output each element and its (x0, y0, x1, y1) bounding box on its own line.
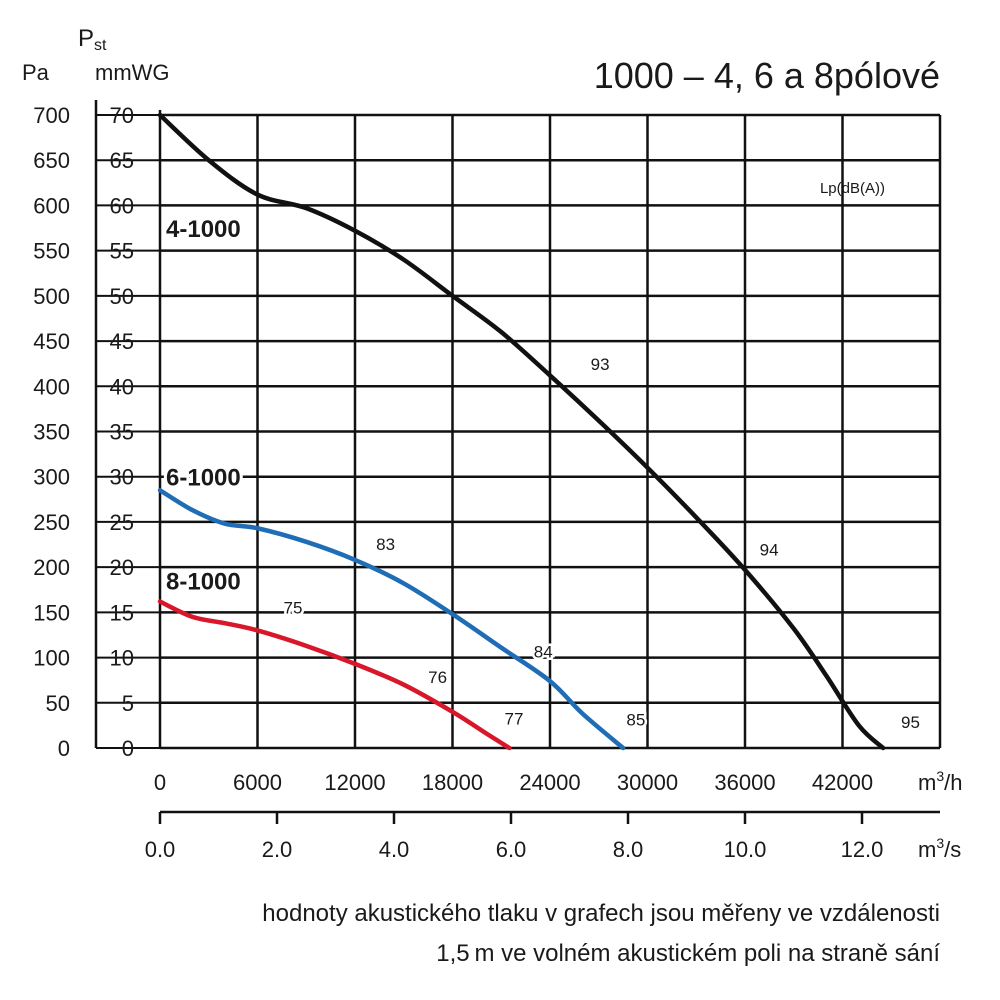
x-tick-label-m3h: 18000 (422, 770, 483, 795)
x-tick-label-m3h: 12000 (324, 770, 385, 795)
noise-level-label: 94 (760, 540, 779, 559)
x-tick-label-m3h: 6000 (233, 770, 282, 795)
x-tick-label-m3s: 10.0 (724, 837, 767, 862)
y-axis-pa-unit: Pa (22, 60, 50, 85)
y-tick-label-mmwg: 10 (110, 646, 134, 671)
noise-legend-label: Lp(dB(A)) (820, 180, 885, 197)
chart-title: 1000 – 4, 6 a 8pólové (594, 55, 940, 96)
y-tick-label-pa: 350 (33, 420, 70, 445)
noise-level-label: 84 (534, 643, 553, 662)
y-tick-label-pa: 400 (33, 374, 70, 399)
y-axis-pst-sub: st (94, 37, 107, 54)
x-tick-label-m3h: 0 (154, 770, 166, 795)
x-tick-label-m3h: 42000 (812, 770, 873, 795)
noise-level-label: 83 (376, 535, 395, 554)
y-tick-label-mmwg: 60 (110, 193, 134, 218)
noise-level-label: 75 (284, 598, 303, 617)
y-tick-label-pa: 250 (33, 510, 70, 535)
noise-level-label: 93 (591, 355, 610, 374)
y-tick-label-pa: 0 (58, 736, 70, 761)
series-line-6-1000 (157, 488, 626, 751)
y-tick-label-pa: 150 (33, 600, 70, 625)
y-tick-label-mmwg: 35 (110, 420, 134, 445)
y-tick-label-pa: 200 (33, 555, 70, 580)
x-axis-m3s-unit: m3/s (918, 835, 961, 862)
y-tick-label-mmwg: 20 (110, 555, 134, 580)
y-tick-label-mmwg: 70 (110, 103, 134, 128)
y-tick-label-pa: 650 (33, 148, 70, 173)
x-tick-label-m3s: 2.0 (262, 837, 293, 862)
y-tick-label-mmwg: 30 (110, 465, 134, 490)
y-tick-label-pa: 300 (33, 465, 70, 490)
noise-level-label: 95 (901, 713, 920, 732)
y-tick-label-pa: 100 (33, 646, 70, 671)
x-tick-label-m3s: 0.0 (145, 837, 176, 862)
noise-level-label: 76 (428, 668, 447, 687)
y-tick-label-pa: 500 (33, 284, 70, 309)
y-axis-pst-main: P (78, 25, 94, 52)
y-tick-label-mmwg: 45 (110, 329, 134, 354)
y-tick-label-pa: 700 (33, 103, 70, 128)
x-tick-label-m3s: 4.0 (379, 837, 410, 862)
x-m3h-unit-tail: /h (944, 770, 962, 795)
x-tick-label-m3s: 12.0 (841, 837, 884, 862)
y-tick-label-mmwg: 65 (110, 148, 134, 173)
noise-level-label: 77 (505, 709, 524, 728)
y-axis-mmwg-unit: mmWG (95, 60, 170, 85)
y-tick-label-pa: 450 (33, 329, 70, 354)
series-name-label: 6-1000 (166, 465, 241, 492)
x-m3h-unit-sup: 3 (936, 768, 944, 784)
y-tick-label-mmwg: 0 (122, 736, 134, 761)
y-tick-label-pa: 600 (33, 193, 70, 218)
x-m3s-unit-base: m (918, 837, 936, 862)
caption-line-1: hodnoty akustického tlaku v grafech jsou… (262, 900, 940, 927)
caption-line-2: 1,5 m ve volném akustickém poli na stran… (436, 940, 940, 967)
y-tick-label-mmwg: 5 (122, 691, 134, 716)
series-name-label: 8-1000 (166, 569, 241, 596)
y-tick-label-mmwg: 15 (110, 600, 134, 625)
x-m3h-unit-base: m (918, 770, 936, 795)
y-tick-label-mmwg: 50 (110, 284, 134, 309)
y-tick-label-mmwg: 25 (110, 510, 134, 535)
y-tick-label-pa: 550 (33, 239, 70, 264)
x-tick-label-m3s: 6.0 (496, 837, 527, 862)
noise-level-label: 85 (626, 710, 645, 729)
x-tick-label-m3s: 8.0 (613, 837, 644, 862)
x-m3s-unit-sup: 3 (936, 835, 944, 851)
x-axis-m3h-unit: m3/h (918, 768, 962, 795)
series-name-label: 4-1000 (166, 216, 241, 243)
series-line-8-1000 (157, 599, 512, 751)
x-m3s-unit-tail: /s (944, 837, 961, 862)
fan-performance-chart: 1000 – 4, 6 a 8pólové Pa Pst mmWG Lp(dB(… (22, 25, 962, 862)
x-tick-label-m3h: 30000 (617, 770, 678, 795)
y-tick-label-pa: 50 (46, 691, 70, 716)
series-line-4-1000 (157, 112, 886, 751)
y-axis-pst-label: Pst (78, 25, 107, 54)
y-tick-label-mmwg: 55 (110, 239, 134, 264)
y-tick-label-mmwg: 40 (110, 374, 134, 399)
x-tick-label-m3h: 24000 (519, 770, 580, 795)
x-tick-label-m3h: 36000 (714, 770, 775, 795)
